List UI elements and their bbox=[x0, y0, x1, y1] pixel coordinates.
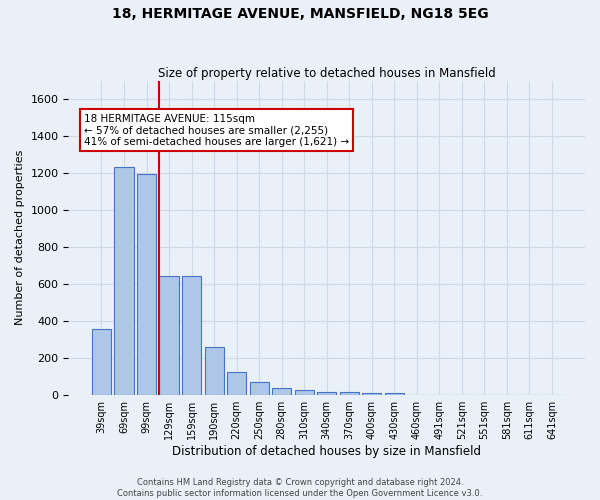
Bar bbox=[137, 174, 156, 394]
Text: 18 HERMITAGE AVENUE: 115sqm
← 57% of detached houses are smaller (2,255)
41% of : 18 HERMITAGE AVENUE: 115sqm ← 57% of det… bbox=[84, 114, 349, 147]
Bar bbox=[362, 393, 382, 394]
Bar bbox=[160, 276, 179, 394]
Bar bbox=[272, 388, 291, 394]
Bar bbox=[115, 166, 134, 394]
Bar bbox=[227, 372, 246, 394]
Title: Size of property relative to detached houses in Mansfield: Size of property relative to detached ho… bbox=[158, 66, 496, 80]
Text: Contains HM Land Registry data © Crown copyright and database right 2024.
Contai: Contains HM Land Registry data © Crown c… bbox=[118, 478, 482, 498]
Bar bbox=[205, 346, 224, 395]
Bar bbox=[340, 392, 359, 394]
X-axis label: Distribution of detached houses by size in Mansfield: Distribution of detached houses by size … bbox=[172, 444, 481, 458]
Bar bbox=[182, 276, 201, 394]
Bar bbox=[317, 392, 336, 394]
Bar bbox=[92, 329, 111, 394]
Bar bbox=[295, 390, 314, 394]
Bar bbox=[385, 393, 404, 394]
Bar bbox=[250, 382, 269, 394]
Y-axis label: Number of detached properties: Number of detached properties bbox=[15, 150, 25, 326]
Text: 18, HERMITAGE AVENUE, MANSFIELD, NG18 5EG: 18, HERMITAGE AVENUE, MANSFIELD, NG18 5E… bbox=[112, 8, 488, 22]
